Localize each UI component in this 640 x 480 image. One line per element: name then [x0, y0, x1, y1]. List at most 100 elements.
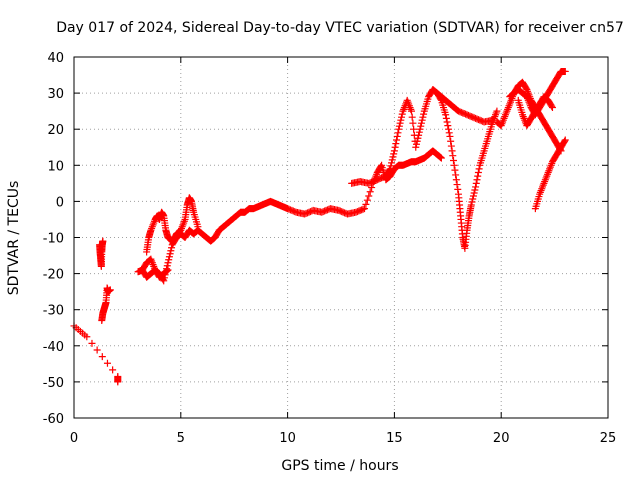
- data-point: [407, 107, 415, 115]
- data-point: [472, 183, 480, 191]
- data-point: [362, 200, 370, 208]
- data-point: [106, 286, 114, 294]
- y-axis-label: SDTVAR / TECUs: [6, 181, 22, 296]
- series-late-1: [493, 78, 565, 155]
- data-point: [468, 198, 476, 206]
- data-point: [419, 113, 427, 121]
- data-point: [467, 201, 475, 209]
- data-point: [160, 277, 168, 285]
- data-point: [360, 205, 368, 213]
- data-point: [445, 125, 453, 133]
- data-point: [385, 166, 393, 174]
- data-point: [386, 165, 394, 173]
- data-point: [408, 113, 416, 121]
- data-point: [443, 118, 451, 126]
- y-tick-label: -40: [43, 340, 64, 355]
- data-point: [394, 129, 402, 137]
- data-markers: [70, 67, 569, 386]
- data-point: [387, 162, 395, 170]
- data-point: [93, 346, 101, 354]
- data-point: [417, 122, 425, 130]
- data-point: [395, 125, 403, 133]
- data-point: [444, 122, 452, 130]
- data-point: [415, 131, 423, 139]
- data-point: [548, 102, 556, 110]
- x-tick-label: 15: [386, 431, 403, 446]
- data-point: [412, 143, 420, 151]
- data-point: [442, 114, 450, 122]
- y-tick-label: 40: [47, 51, 64, 66]
- y-tick-label: -50: [43, 376, 64, 391]
- data-point: [166, 250, 174, 258]
- data-point: [398, 113, 406, 121]
- data-point: [416, 125, 424, 133]
- series-mid-3: [138, 266, 172, 281]
- series-late-3: [514, 93, 556, 130]
- data-point: [442, 111, 450, 119]
- data-point: [83, 333, 91, 341]
- data-point: [561, 67, 569, 75]
- data-point: [469, 192, 477, 200]
- series-early-1: [96, 237, 107, 270]
- y-tick-label: 10: [47, 159, 64, 174]
- data-point: [165, 256, 173, 264]
- y-tick-label: 30: [47, 87, 64, 102]
- grid-lines: [74, 57, 608, 418]
- data-point: [164, 266, 172, 274]
- x-tick-label: 20: [493, 431, 510, 446]
- data-point: [413, 137, 421, 145]
- data-point: [377, 163, 385, 171]
- data-point: [447, 137, 455, 145]
- data-point: [359, 205, 367, 213]
- data-point: [395, 122, 403, 130]
- data-point: [389, 153, 397, 161]
- data-point: [410, 125, 418, 133]
- data-point: [396, 119, 404, 127]
- data-point: [109, 366, 117, 374]
- data-point: [114, 378, 122, 386]
- x-tick-label: 0: [70, 431, 78, 446]
- data-point: [450, 161, 458, 169]
- data-point: [98, 353, 106, 361]
- data-point: [391, 143, 399, 151]
- data-point: [163, 267, 171, 275]
- series-isolated: [70, 322, 122, 386]
- data-point: [194, 223, 202, 231]
- data-point: [388, 156, 396, 164]
- data-point: [451, 166, 459, 174]
- data-point: [99, 237, 107, 245]
- data-point: [398, 110, 406, 118]
- data-point: [452, 176, 460, 184]
- y-tick-label: -10: [43, 232, 64, 247]
- data-point: [445, 129, 453, 137]
- data-point: [453, 181, 461, 189]
- data-point: [449, 156, 457, 164]
- data-point: [471, 186, 479, 194]
- data-point: [390, 150, 398, 158]
- series-late-4: [531, 136, 569, 213]
- data-point: [88, 339, 96, 347]
- data-point: [474, 172, 482, 180]
- x-axis-ticks: 0 5 10 15 20 25: [70, 57, 616, 446]
- data-point: [475, 165, 483, 173]
- x-axis-label: GPS time / hours: [281, 458, 398, 474]
- data-point: [436, 153, 444, 161]
- data-point: [437, 154, 445, 162]
- data-point: [522, 84, 530, 92]
- data-point: [437, 153, 445, 161]
- x-tick-label: 25: [600, 431, 617, 446]
- data-point: [415, 128, 423, 136]
- data-point: [363, 196, 371, 204]
- data-point: [412, 140, 420, 148]
- data-point: [452, 171, 460, 179]
- y-tick-label: -30: [43, 304, 64, 319]
- x-tick-label: 10: [279, 431, 296, 446]
- data-point: [366, 188, 374, 196]
- data-point: [388, 159, 396, 167]
- series-main-upper: [348, 85, 497, 187]
- data-point: [437, 95, 445, 103]
- data-point: [470, 189, 478, 197]
- y-axis-ticks: -60 -50 -40 -30 -20 -10 0 10 20 30 40: [43, 51, 608, 427]
- data-point: [390, 147, 398, 155]
